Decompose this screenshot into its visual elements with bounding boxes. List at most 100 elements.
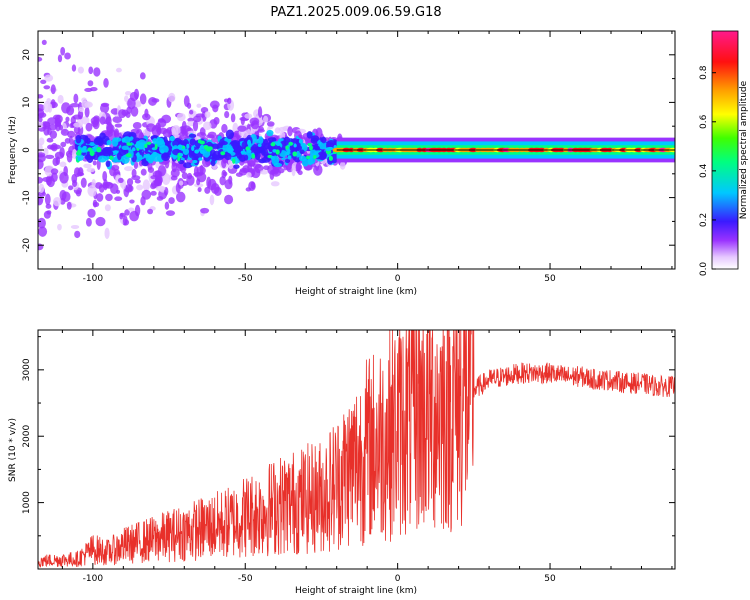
heatmap-blob bbox=[78, 106, 85, 113]
heatmap-blob bbox=[183, 162, 193, 169]
heatmap-blob bbox=[104, 227, 110, 240]
heatmap-blob bbox=[47, 127, 52, 136]
x-tick-label: -50 bbox=[238, 274, 253, 284]
heatmap-blob bbox=[156, 126, 162, 135]
heatmap-blob bbox=[57, 94, 64, 104]
heatmap-blob bbox=[164, 201, 170, 210]
heatmap-blob bbox=[258, 136, 264, 144]
heatmap-blob bbox=[81, 116, 90, 125]
y-tick-label: -10 bbox=[22, 190, 32, 205]
heatmap-blob bbox=[101, 146, 112, 157]
heatmap-blob bbox=[209, 194, 215, 206]
heatmap-blob bbox=[225, 129, 235, 140]
heatmap-blob bbox=[257, 106, 263, 118]
heatmap-blob bbox=[59, 146, 65, 158]
heatmap-blob bbox=[197, 187, 202, 193]
heatmap-blob bbox=[38, 112, 47, 118]
y-tick-label: 3000 bbox=[22, 358, 32, 381]
heatmap-blob bbox=[70, 224, 80, 229]
heatmap-blob bbox=[148, 97, 157, 106]
heatmap-blob bbox=[101, 183, 110, 189]
heatmap-blob bbox=[53, 114, 61, 120]
heatmap-blob bbox=[67, 130, 76, 138]
heatmap-blob bbox=[220, 140, 228, 146]
heatmap-blob bbox=[85, 217, 92, 227]
heatmap-core bbox=[309, 145, 313, 151]
heatmap-blob bbox=[258, 158, 267, 164]
heatmap-blob bbox=[53, 197, 62, 207]
heatmap-blob bbox=[221, 123, 228, 133]
heatmap-core bbox=[197, 139, 202, 144]
heatmap-blob bbox=[321, 136, 327, 144]
colorbar-tick-label: 0.2 bbox=[699, 213, 709, 227]
spectrogram-ylabel: Frequency (Hz) bbox=[8, 116, 18, 184]
y-tick-label: 10 bbox=[22, 96, 32, 108]
heatmap-core bbox=[143, 154, 149, 158]
colorbar-frame bbox=[711, 30, 739, 270]
heatmap-blob bbox=[118, 109, 127, 119]
heatmap-blob bbox=[224, 110, 230, 119]
heatmap-core bbox=[154, 143, 158, 150]
heatmap-blob bbox=[252, 143, 257, 152]
heatmap-core bbox=[298, 139, 304, 144]
heatmap-core bbox=[109, 155, 114, 160]
heatmap-blob bbox=[186, 175, 195, 186]
heatmap-blob bbox=[87, 185, 97, 197]
heatmap-blob bbox=[64, 52, 71, 60]
heatmap-blob bbox=[71, 64, 77, 72]
heatmap-blob bbox=[284, 158, 291, 164]
heatmap-core bbox=[306, 155, 311, 160]
heatmap-blob bbox=[222, 171, 228, 177]
heatmap-blob bbox=[134, 204, 141, 217]
heatmap-blob bbox=[70, 116, 76, 125]
heatmap-blob bbox=[117, 177, 124, 183]
heatmap-blob bbox=[140, 168, 147, 176]
heatmap-core bbox=[270, 142, 276, 147]
plot-frame bbox=[37, 329, 676, 570]
heatmap-blob bbox=[251, 120, 259, 130]
heatmap-blob bbox=[133, 160, 139, 170]
heatmap-blob bbox=[105, 193, 113, 202]
heatmap-blob bbox=[60, 128, 70, 136]
heatmap-blob bbox=[74, 230, 81, 239]
heatmap-core bbox=[121, 137, 126, 143]
heatmap-blob bbox=[99, 116, 106, 125]
colorbar-label: Normalized spectral amplitude bbox=[739, 80, 749, 219]
heatmap-blob bbox=[237, 125, 247, 132]
heatmap-blob bbox=[124, 95, 129, 102]
heatmap-blob bbox=[131, 168, 137, 178]
heatmap-blob bbox=[50, 168, 59, 175]
heatmap-blob bbox=[176, 112, 186, 122]
heatmap-blob bbox=[106, 139, 112, 146]
heatmap-blob bbox=[38, 104, 45, 112]
heatmap-blob bbox=[115, 67, 122, 73]
heatmap-core bbox=[275, 149, 280, 155]
heatmap-blob bbox=[263, 115, 269, 123]
heatmap-blob bbox=[210, 182, 220, 194]
heatmap-core bbox=[275, 141, 281, 147]
heatmap-blob bbox=[277, 168, 285, 174]
snr-line-layer bbox=[38, 330, 675, 568]
heatmap-blob bbox=[204, 111, 211, 118]
heatmap-core bbox=[160, 149, 165, 154]
heatmap-blob bbox=[63, 165, 68, 177]
heatmap-blob bbox=[126, 178, 134, 186]
heatmap-core bbox=[270, 155, 276, 161]
heatmap-blob bbox=[142, 113, 151, 121]
heatmap-blob bbox=[196, 178, 201, 186]
heatmap-blob bbox=[38, 196, 44, 206]
heatmap-blob bbox=[164, 139, 169, 147]
heatmap-core bbox=[285, 151, 290, 156]
snr-panel: -100 -50 0 50 1000 2000 3000 Height of straigh… bbox=[8, 329, 676, 596]
heatmap-blob bbox=[228, 175, 233, 185]
heatmap-core bbox=[246, 149, 252, 154]
snr-line bbox=[38, 330, 675, 568]
heatmap-blob bbox=[189, 138, 196, 146]
heatmap-blob bbox=[223, 98, 229, 103]
heatmap-blob bbox=[81, 100, 91, 109]
heatmap-blob bbox=[339, 161, 346, 170]
heatmap-blob bbox=[83, 163, 92, 169]
heatmap-blob bbox=[42, 121, 51, 128]
heatmap-blob bbox=[105, 160, 111, 168]
